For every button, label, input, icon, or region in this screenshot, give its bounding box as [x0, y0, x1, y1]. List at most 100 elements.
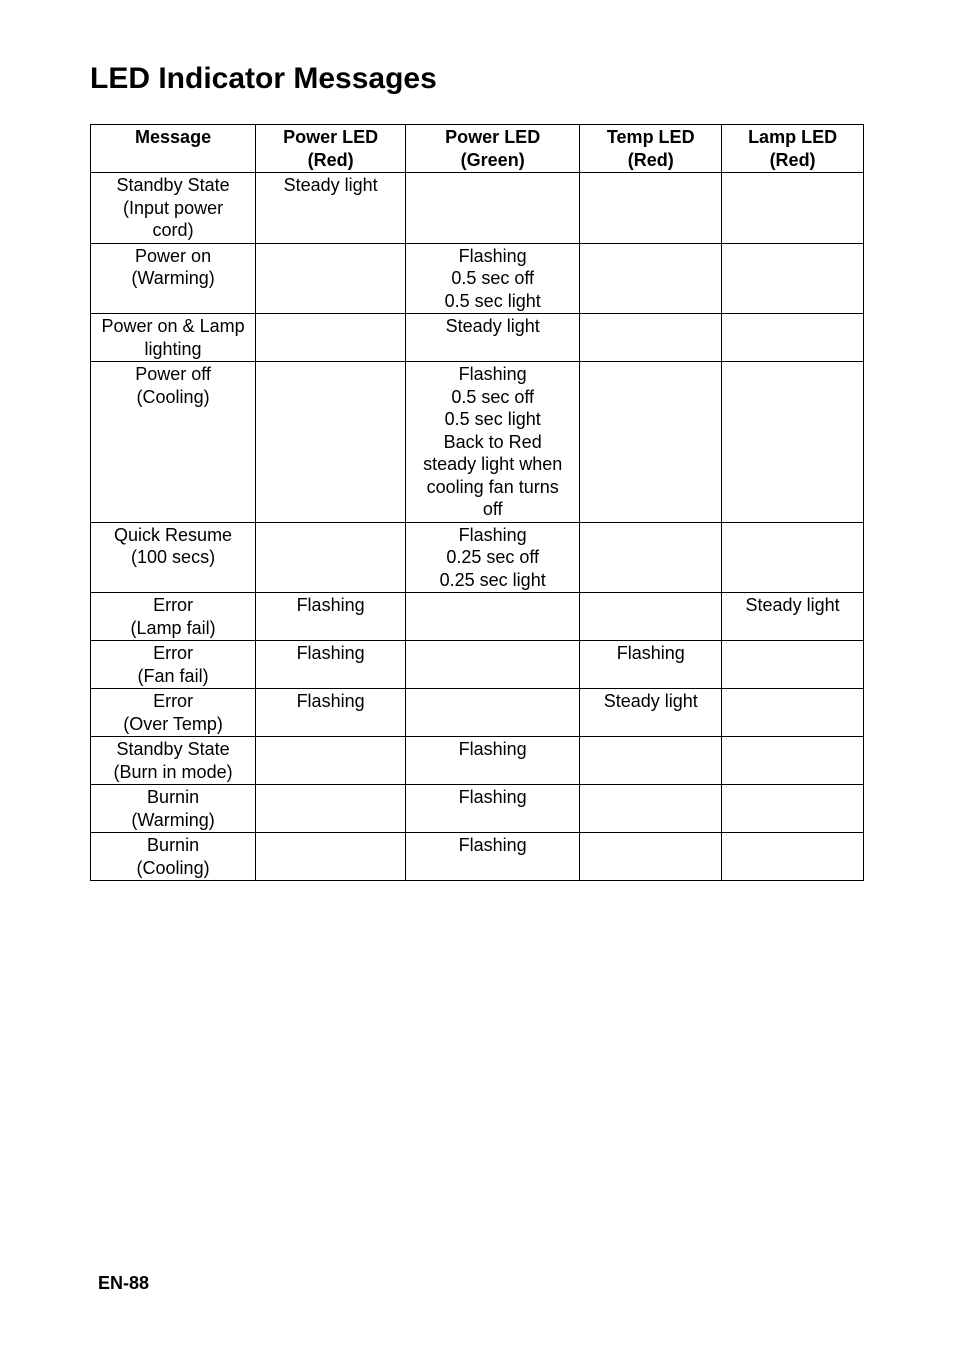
cell-line: Flashing [617, 643, 685, 663]
table-row: Error(Over Temp) Flashing Steady light [91, 689, 864, 737]
cell-line: (Burn in mode) [114, 762, 233, 782]
table-cell: Power on & Lamp lighting [91, 314, 256, 362]
table-cell [722, 314, 864, 362]
table-cell: Quick Resume(100 secs) [91, 522, 256, 593]
cell-line: Back to Red [444, 432, 542, 452]
table-cell: Flashing [256, 641, 406, 689]
led-indicator-table: Message Power LED(Red) Power LED(Green) … [90, 124, 864, 881]
table-row: Power on & Lamp lighting Steady light [91, 314, 864, 362]
table-body: Standby State(Input powercord)Steady lig… [91, 173, 864, 881]
table-cell: Flashing [406, 833, 580, 881]
table-cell [256, 243, 406, 314]
page-title: LED Indicator Messages [90, 62, 864, 96]
cell-line: Power off [135, 364, 211, 384]
cell-line: Flashing [297, 595, 365, 615]
cell-line: (Over Temp) [123, 714, 223, 734]
table-cell [256, 362, 406, 523]
table-cell [580, 593, 722, 641]
table-cell [580, 314, 722, 362]
table-cell [580, 737, 722, 785]
cell-line: Power on [135, 246, 211, 266]
cell-line: cooling fan turns [427, 477, 559, 497]
cell-line: steady light when [423, 454, 562, 474]
table-cell [406, 641, 580, 689]
table-cell [722, 362, 864, 523]
table-cell: Steady light [256, 173, 406, 244]
header-line: (Red) [770, 150, 816, 170]
header-line: Temp LED [607, 127, 695, 147]
page-content: LED Indicator Messages Message Power LED… [0, 0, 954, 921]
cell-line: lighting [145, 339, 202, 359]
cell-line: Steady light [746, 595, 840, 615]
cell-line: (Input power [123, 198, 223, 218]
table-row: Standby State (Burn in mode) Flashing [91, 737, 864, 785]
table-cell: Flashing 0.5 sec off0.5 sec light Back to … [406, 362, 580, 523]
cell-line: 0.5 sec off [451, 387, 534, 407]
table-cell [256, 522, 406, 593]
cell-line: (Cooling) [137, 387, 210, 407]
col-header-power-led-green: Power LED(Green) [406, 125, 580, 173]
cell-line: Flashing [459, 364, 527, 384]
table-cell [722, 522, 864, 593]
table-cell [580, 243, 722, 314]
table-cell [580, 522, 722, 593]
table-row: Standby State(Input powercord)Steady lig… [91, 173, 864, 244]
table-cell: Flashing [580, 641, 722, 689]
cell-line: 0.5 sec light [445, 409, 541, 429]
table-cell: Flashing0.25 sec off 0.25 sec light [406, 522, 580, 593]
cell-line: Flashing [297, 691, 365, 711]
cell-line: (Fan fail) [138, 666, 209, 686]
table-cell [406, 173, 580, 244]
header-line: Lamp LED [748, 127, 837, 147]
cell-line: 0.25 sec light [440, 570, 546, 590]
cell-line: Standby State [117, 739, 230, 759]
table-row: Error (Fan fail) Flashing Flashing [91, 641, 864, 689]
table-cell [722, 689, 864, 737]
cell-line: Steady light [604, 691, 698, 711]
cell-line: Burnin [147, 787, 199, 807]
cell-line: Flashing [297, 643, 365, 663]
cell-line: Standby State [117, 175, 230, 195]
header-line: (Red) [308, 150, 354, 170]
table-cell [722, 737, 864, 785]
cell-line: Flashing [459, 739, 527, 759]
cell-line: Flashing [459, 525, 527, 545]
cell-line: Flashing [459, 246, 527, 266]
cell-line: Flashing [459, 835, 527, 855]
col-header-temp-led-red: Temp LED(Red) [580, 125, 722, 173]
table-cell: Power off (Cooling) [91, 362, 256, 523]
table-row: Burnin(Cooling)Flashing [91, 833, 864, 881]
cell-line: off [483, 499, 503, 519]
table-cell: Steady light [722, 593, 864, 641]
cell-line: (100 secs) [131, 547, 215, 567]
table-cell: Flashing [256, 593, 406, 641]
cell-line: Steady light [446, 316, 540, 336]
table-cell [580, 173, 722, 244]
cell-line: Error [153, 595, 193, 615]
table-cell: Steady light [406, 314, 580, 362]
cell-line: Power on & Lamp [102, 316, 245, 336]
table-row: Power on(Warming)Flashing0.5 sec off0.5 … [91, 243, 864, 314]
table-cell: Flashing [406, 737, 580, 785]
table-cell [722, 641, 864, 689]
table-cell [256, 785, 406, 833]
table-cell [580, 362, 722, 523]
table-cell [722, 785, 864, 833]
table-cell [580, 833, 722, 881]
table-cell: Standby State (Burn in mode) [91, 737, 256, 785]
cell-line: Steady light [284, 175, 378, 195]
col-header-lamp-led-red: Lamp LED (Red) [722, 125, 864, 173]
table-cell: Error(Over Temp) [91, 689, 256, 737]
table-cell [406, 593, 580, 641]
table-row: Quick Resume(100 secs) Flashing0.25 sec o… [91, 522, 864, 593]
cell-line: Error [153, 643, 193, 663]
col-header-message: Message [91, 125, 256, 173]
cell-line: Flashing [459, 787, 527, 807]
table-cell [722, 173, 864, 244]
cell-line: 0.25 sec off [446, 547, 539, 567]
table-cell [722, 833, 864, 881]
cell-line: (Warming) [131, 810, 214, 830]
table-header-row: Message Power LED(Red) Power LED(Green) … [91, 125, 864, 173]
table-cell [722, 243, 864, 314]
table-cell: Flashing [256, 689, 406, 737]
